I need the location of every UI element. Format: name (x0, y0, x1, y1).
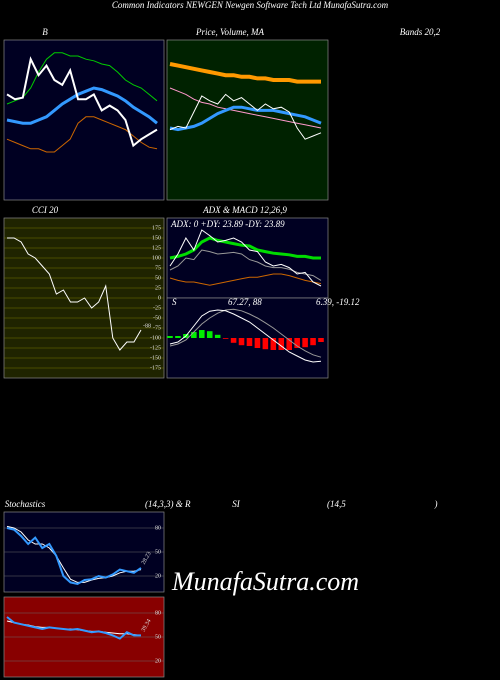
histogram-bar (246, 338, 253, 346)
y-tick-label: 25 (155, 285, 161, 291)
series-line (169, 105, 322, 132)
histogram-bar (278, 338, 285, 350)
histogram-bar (318, 338, 324, 342)
histogram-bar (199, 330, 205, 338)
series-line (169, 308, 322, 358)
series-line (7, 237, 142, 351)
series-line (169, 273, 322, 286)
panel-label: ADX & MACD 12,26,9 (202, 205, 287, 215)
y-tick-label: 0 (158, 295, 161, 301)
y-tick-label: 80 (155, 610, 161, 616)
page-title: Common Indicators NEWGEN Newgen Software… (112, 0, 389, 10)
histogram-bar (294, 338, 300, 348)
series-line (6, 52, 158, 105)
histogram-bar (167, 336, 173, 338)
series-line (169, 62, 321, 84)
y-tick-label: 20 (155, 573, 161, 579)
y-tick-label: 50 (155, 549, 161, 555)
panel (166, 39, 329, 201)
panel (3, 39, 165, 201)
y-tick-label: -125 (150, 345, 161, 351)
series-line (6, 527, 142, 586)
y-tick-label: -50 (153, 315, 161, 321)
y-tick-label: -100 (150, 335, 161, 341)
series-line (169, 87, 322, 129)
y-tick-label: -25 (153, 305, 161, 311)
panel-label: Bands 20,2 (400, 27, 441, 37)
histogram-bar (230, 338, 237, 343)
y-tick-label: 150 (152, 235, 161, 241)
y-tick-label: 50 (155, 275, 161, 281)
panel-label: (14,3,3) & R (145, 499, 191, 509)
series-line (6, 525, 142, 583)
series-line (6, 86, 158, 125)
y-tick-label: 50 (155, 634, 161, 640)
panel-label: CCI 20 (32, 205, 59, 215)
series-line (169, 309, 322, 363)
series-line (6, 616, 141, 640)
value-label: 39.34 (141, 618, 153, 633)
watermark: MunafaSutra.com (171, 567, 359, 596)
series-line (6, 116, 158, 153)
y-tick-label: -75 (153, 325, 161, 331)
series-line (169, 249, 322, 281)
y-tick-label: -150 (150, 355, 161, 361)
histogram-bar (206, 331, 213, 338)
panel-label: S (172, 297, 177, 307)
histogram-bar (222, 338, 229, 339)
y-tick-label: 20 (155, 658, 161, 664)
panel-label: Stochastics (5, 499, 46, 509)
histogram-bar (191, 332, 197, 338)
y-tick-label: 75 (155, 265, 161, 271)
panel-label: Price, Volume, MA (195, 27, 264, 37)
value-label: -88 (143, 323, 151, 329)
y-tick-label: 175 (152, 225, 161, 231)
y-tick-label: 100 (152, 255, 161, 261)
panel-label: SI (232, 499, 241, 509)
histogram-bar (254, 338, 261, 348)
panel-label: 6.39, -19.12 (316, 297, 360, 307)
histogram-bar (302, 338, 308, 348)
value-label: 28.23 (141, 551, 153, 566)
y-tick-label: 125 (152, 245, 161, 251)
y-tick-label: 80 (155, 525, 161, 531)
panel-label: ADX: 0 +DY: 23.89 -DY: 23.89 (170, 219, 285, 229)
histogram-bar (310, 338, 316, 346)
histogram-bar (238, 338, 245, 346)
histogram-bar (286, 338, 292, 350)
panel-label: ) (434, 499, 438, 509)
panel-label: B (42, 27, 48, 37)
panel-label: 67.27, 88 (228, 297, 262, 307)
histogram-bar (270, 338, 277, 350)
panel-label: (14,5 (327, 499, 346, 509)
series-line (169, 229, 322, 287)
histogram-bar (262, 338, 269, 350)
histogram-bar (214, 334, 221, 338)
histogram-bar (175, 336, 181, 338)
y-tick-label: -175 (150, 365, 161, 371)
series-line (169, 93, 322, 140)
series-line (6, 56, 158, 148)
